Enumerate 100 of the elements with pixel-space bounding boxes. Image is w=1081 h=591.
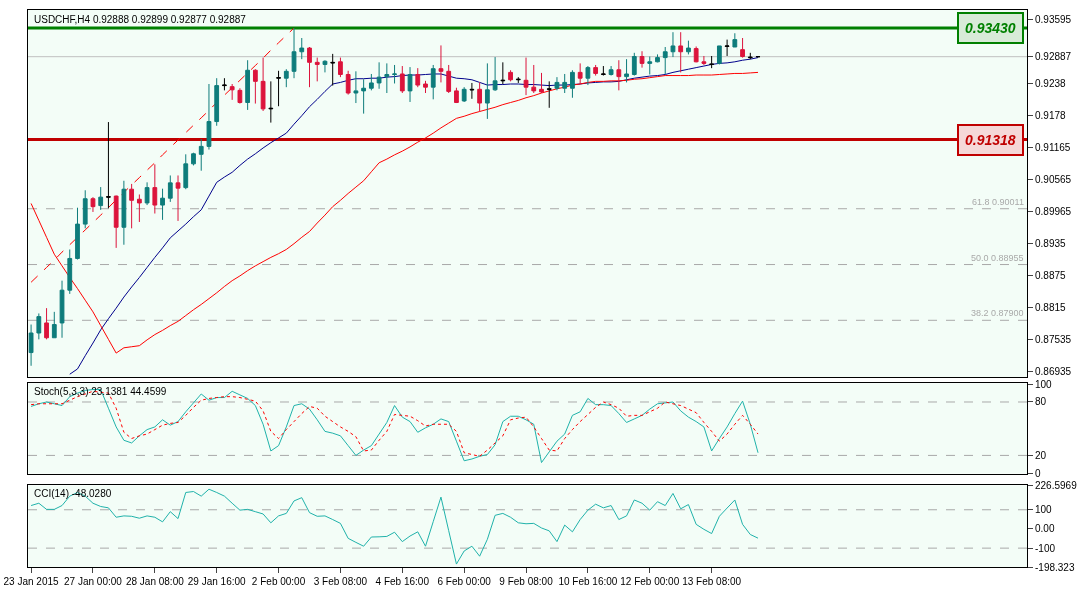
candlestick (531, 64, 537, 94)
x-tick-label: 10 Feb 16:00 (558, 576, 618, 587)
candlestick (492, 56, 498, 92)
ref-line-label: 50.0 0.88955 (971, 253, 1024, 263)
candlestick (515, 76, 521, 84)
candlestick (454, 87, 459, 104)
y-tick-label: 0.91165 (1035, 142, 1071, 154)
candlestick (624, 58, 629, 83)
ref-line-label: 38.2 0.87900 (971, 308, 1024, 318)
candlestick (600, 65, 606, 77)
candlestick (368, 73, 374, 91)
candlestick (755, 55, 761, 58)
y-tick-label: 100 (1035, 504, 1053, 516)
candlestick (90, 196, 96, 213)
y-tick-label: 0.8875 (1035, 269, 1067, 281)
candlestick (554, 76, 560, 91)
candlestick (577, 62, 583, 85)
candlestick (376, 61, 382, 90)
y-tick-label: 80 (1035, 396, 1047, 408)
candlestick (144, 181, 150, 206)
candlestick (214, 77, 220, 127)
candlestick (121, 180, 127, 246)
candlestick (28, 324, 34, 367)
candlestick (51, 311, 57, 339)
candlestick (59, 280, 65, 339)
candlestick (670, 31, 676, 58)
candlestick (655, 53, 660, 63)
x-tick-label: 29 Jan 16:00 (187, 576, 247, 587)
candlestick (291, 27, 297, 79)
candlestick (740, 37, 745, 59)
candlestick (415, 67, 421, 88)
candlestick (338, 57, 343, 78)
candlestick (647, 56, 653, 75)
candlestick (222, 77, 227, 91)
line-series (30, 488, 759, 565)
candlestick (570, 69, 575, 99)
candlestick (523, 57, 529, 96)
x-tick-label: 12 Feb 00:00 (620, 576, 680, 587)
candlestick (175, 174, 181, 222)
y-tick-label: 0.9178 (1035, 109, 1067, 121)
ref-line-label: 0.91318 (965, 132, 1016, 148)
candlestick (484, 62, 490, 120)
y-tick-label: 0.93595 (1035, 13, 1072, 25)
candlestick (67, 248, 73, 295)
candlestick (345, 70, 351, 96)
x-tick-label: 28 Jan 08:00 (125, 576, 185, 587)
candlestick (245, 59, 251, 111)
x-tick-label: 6 Feb 00:00 (437, 576, 492, 587)
candlestick (461, 86, 467, 103)
candlestick (75, 207, 80, 261)
y-tick-label: 0.92887 (1035, 51, 1072, 63)
candlestick (686, 40, 691, 55)
candlestick (129, 183, 135, 229)
y-tick-label: 0.89965 (1035, 205, 1072, 217)
candlestick (616, 59, 622, 91)
candlestick (307, 46, 312, 88)
candlestick (438, 44, 444, 83)
candlestick (353, 70, 359, 104)
y-tick-label: 20 (1035, 449, 1047, 461)
candlestick (709, 55, 715, 69)
candlestick (477, 81, 483, 112)
candlestick (361, 78, 367, 115)
candlestick (407, 66, 413, 103)
y-tick-label: 0.9238 (1035, 77, 1067, 89)
candlestick (260, 57, 266, 112)
candlestick (276, 70, 281, 107)
candlestick (82, 189, 88, 229)
x-tick-label: 23 Jan 2015 (3, 576, 60, 587)
x-tick-label: 3 Feb 08:00 (313, 576, 368, 587)
candlestick (268, 80, 274, 124)
chart-title: USDCHF,H4 0.92888 0.92899 0.92877 0.92887 (34, 14, 247, 25)
candlestick (562, 73, 568, 94)
candlestick (252, 68, 258, 105)
y-tick-label: -198.323 (1035, 561, 1075, 573)
chart-title: CCI(14) -48.0280 (34, 488, 112, 499)
candlestick (747, 52, 753, 60)
candlestick (430, 64, 436, 100)
candlestick (508, 69, 513, 82)
x-tick-label: 9 Feb 08:00 (499, 576, 554, 587)
candlestick (678, 31, 684, 73)
candlestick (384, 62, 390, 94)
candlestick (198, 138, 204, 172)
line-series (69, 57, 759, 375)
y-tick-label: 0 (1035, 467, 1041, 479)
ref-line-label: 0.93430 (965, 20, 1016, 36)
candlestick (608, 65, 614, 77)
candlestick (152, 163, 158, 215)
y-tick-label: 0.87535 (1035, 334, 1072, 346)
candlestick (299, 37, 305, 60)
candlestick (701, 55, 707, 66)
candlestick (539, 72, 544, 94)
y-tick-label: 0.8935 (1035, 238, 1067, 250)
x-tick-label: 27 Jan 00:00 (64, 576, 123, 587)
candlestick (330, 53, 336, 87)
candlestick (446, 64, 452, 94)
candlestick (106, 121, 111, 209)
candlestick (546, 80, 552, 109)
candlestick (423, 80, 428, 94)
candlestick (469, 82, 475, 100)
candlestick (314, 57, 320, 82)
